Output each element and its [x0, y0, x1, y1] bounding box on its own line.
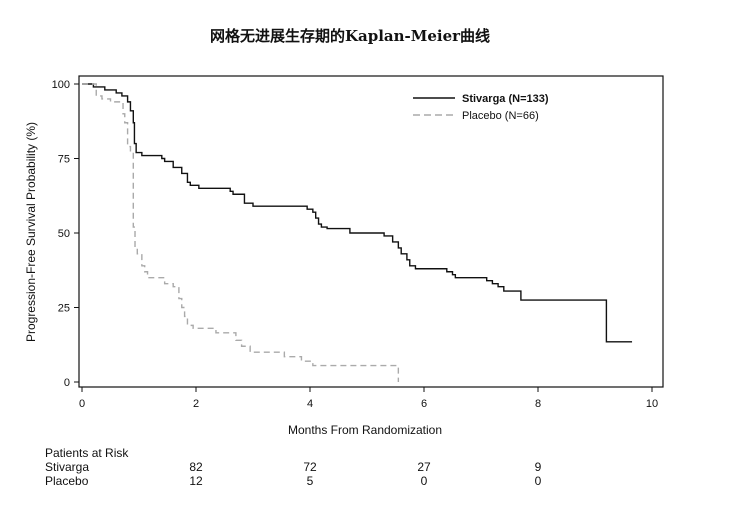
risk-row-label-stivarga: Stivarga [45, 460, 89, 474]
risk-row-label-placebo: Placebo [45, 474, 89, 488]
y-tick-label-25: 25 [58, 303, 70, 315]
risk-value-placebo-6: 0 [421, 474, 428, 488]
x-tick-label-0: 0 [79, 398, 85, 410]
risk-value-placebo-2: 12 [189, 474, 203, 488]
risk-values: 82 72 27 9 12 5 0 0 [189, 460, 541, 488]
series-layer [82, 83, 633, 382]
legend-label-stivarga: Stivarga (N=133) [462, 93, 549, 105]
chart-title: 网格无进展生存期的Kaplan-Meier曲线 [210, 27, 490, 45]
legend-label-placebo: Placebo (N=66) [462, 110, 539, 122]
risk-value-stivarga-2: 82 [189, 460, 203, 474]
y-tick-label-0: 0 [64, 377, 70, 389]
x-axis-ticks: 0 2 4 6 8 10 [79, 387, 658, 410]
x-tick-label-8: 8 [535, 398, 541, 410]
risk-value-placebo-8: 0 [535, 474, 542, 488]
risk-value-stivarga-8: 9 [535, 460, 542, 474]
x-axis-label: Months From Randomization [288, 423, 442, 437]
series-line-stivarga [82, 83, 633, 343]
series-line-placebo [82, 83, 400, 382]
x-tick-label-4: 4 [307, 398, 313, 410]
risk-value-placebo-4: 5 [307, 474, 314, 488]
risk-value-stivarga-6: 27 [417, 460, 431, 474]
x-tick-label-6: 6 [421, 398, 427, 410]
y-axis-label: Progression-Free Survival Probability (%… [24, 122, 38, 342]
y-tick-label-100: 100 [52, 79, 70, 91]
plot-frame [78, 75, 664, 388]
y-tick-label-50: 50 [58, 228, 70, 240]
risk-table-title: Patients at Risk [45, 446, 129, 460]
y-tick-label-75: 75 [58, 154, 70, 166]
risk-table: Patients at Risk Stivarga Placebo 82 72 27… [45, 446, 542, 488]
x-tick-label-2: 2 [193, 398, 199, 410]
risk-value-stivarga-4: 72 [303, 460, 317, 474]
legend: Stivarga (N=133) Placebo (N=66) [413, 93, 549, 122]
x-tick-label-10: 10 [646, 398, 658, 410]
y-axis-ticks: 0 25 50 75 100 [52, 79, 79, 389]
